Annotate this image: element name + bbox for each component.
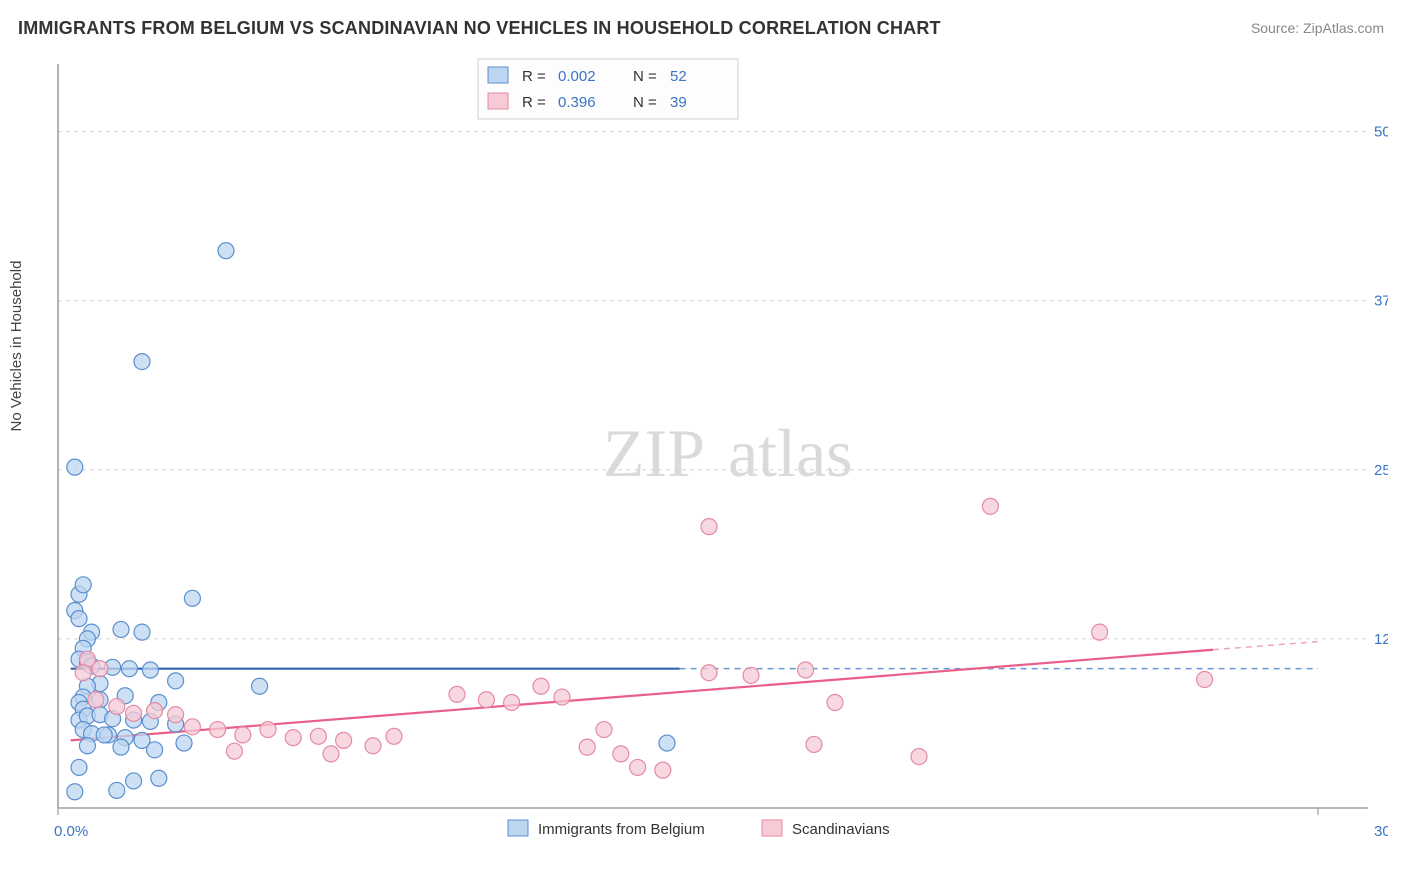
svg-text:ZIP: ZIP (603, 415, 705, 491)
source-attribution: Source: ZipAtlas.com (1251, 20, 1384, 36)
data-point (701, 665, 717, 681)
stats-legend-box (478, 59, 738, 119)
source-link[interactable]: ZipAtlas.com (1303, 20, 1384, 36)
data-point (449, 686, 465, 702)
data-point (659, 735, 675, 751)
data-point (386, 728, 402, 744)
data-point (1197, 671, 1213, 687)
data-point (504, 694, 520, 710)
data-point (113, 739, 129, 755)
y-axis-label: No Vehicles in Household (8, 261, 25, 432)
data-point (478, 692, 494, 708)
x-tick-label: 30.0% (1374, 823, 1388, 840)
legend-r-value: 0.396 (558, 94, 596, 111)
legend-n-label: N = (633, 68, 657, 85)
chart-title: IMMIGRANTS FROM BELGIUM VS SCANDINAVIAN … (18, 18, 941, 39)
legend-n-value: 39 (670, 94, 687, 111)
data-point (109, 699, 125, 715)
y-tick-label: 37.5% (1374, 293, 1388, 310)
watermark: ZIP atlas (603, 415, 853, 491)
legend-swatch (762, 820, 782, 836)
legend-series-label: Immigrants from Belgium (538, 821, 705, 838)
legend-swatch (488, 67, 508, 83)
series-scandinavian (75, 498, 1212, 778)
data-point (743, 667, 759, 683)
svg-text:atlas: atlas (728, 415, 853, 491)
data-point (75, 665, 91, 681)
data-point (67, 784, 83, 800)
legend-swatch (488, 93, 508, 109)
data-point (310, 728, 326, 744)
data-point (109, 782, 125, 798)
legend-n-label: N = (633, 94, 657, 111)
data-point (79, 738, 95, 754)
data-point (533, 678, 549, 694)
data-point (96, 727, 112, 743)
data-point (168, 707, 184, 723)
data-point (235, 727, 251, 743)
data-point (798, 662, 814, 678)
data-point (701, 519, 717, 535)
data-point (151, 770, 167, 786)
legend-r-label: R = (522, 94, 546, 111)
y-tick-label: 25.0% (1374, 462, 1388, 479)
data-point (554, 689, 570, 705)
data-point (71, 759, 87, 775)
data-point (226, 743, 242, 759)
data-point (121, 661, 137, 677)
data-point (113, 621, 129, 637)
data-point (655, 762, 671, 778)
data-point (285, 730, 301, 746)
plot-area: ZIP atlas 12.5% 25.0% 37.5% 50.0% 0.0% 30.0% R =… (48, 56, 1388, 856)
data-point (365, 738, 381, 754)
data-point (630, 759, 646, 775)
data-point (982, 498, 998, 514)
data-point (218, 243, 234, 259)
data-point (827, 694, 843, 710)
data-point (210, 722, 226, 738)
data-point (134, 354, 150, 370)
legend-r-value: 0.002 (558, 68, 596, 85)
data-point (88, 692, 104, 708)
data-point (911, 749, 927, 765)
source-prefix: Source: (1251, 20, 1303, 36)
data-point (184, 590, 200, 606)
legend-r-label: R = (522, 68, 546, 85)
data-point (252, 678, 268, 694)
legend-swatch (508, 820, 528, 836)
data-point (596, 722, 612, 738)
data-point (336, 732, 352, 748)
legend-series-label: Scandinavians (792, 821, 890, 838)
data-point (126, 705, 142, 721)
data-point (134, 624, 150, 640)
data-point (323, 746, 339, 762)
data-point (92, 661, 108, 677)
data-point (613, 746, 629, 762)
data-point (147, 703, 163, 719)
legend-n-value: 52 (670, 68, 687, 85)
y-tick-label: 12.5% (1374, 631, 1388, 648)
data-point (75, 577, 91, 593)
data-point (579, 739, 595, 755)
x-tick-label: 0.0% (54, 823, 88, 840)
data-point (1092, 624, 1108, 640)
data-point (176, 735, 192, 751)
data-point (147, 742, 163, 758)
data-point (142, 662, 158, 678)
data-point (260, 722, 276, 738)
data-point (184, 719, 200, 735)
data-point (168, 673, 184, 689)
chart-container: IMMIGRANTS FROM BELGIUM VS SCANDINAVIAN … (0, 0, 1406, 892)
scatter-chart: ZIP atlas 12.5% 25.0% 37.5% 50.0% 0.0% 30.0% R =… (48, 56, 1388, 856)
data-point (806, 736, 822, 752)
data-point (71, 611, 87, 627)
data-point (67, 459, 83, 475)
y-tick-label: 50.0% (1374, 124, 1388, 141)
data-point (126, 773, 142, 789)
trend-line-dashed-scandinavian (1213, 642, 1318, 650)
